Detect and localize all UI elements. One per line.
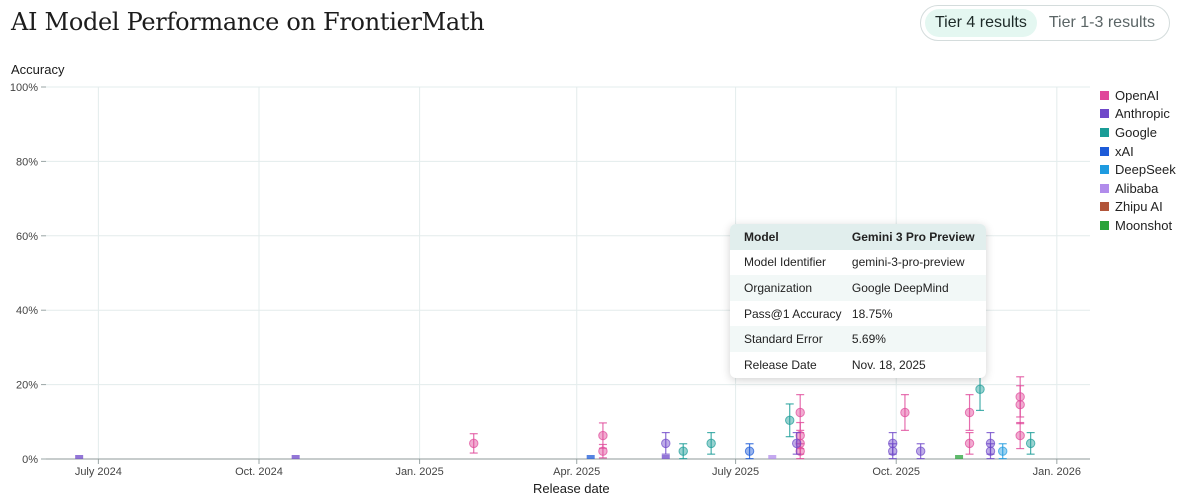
data-point-openai: [964, 407, 975, 418]
data-point-google: [678, 446, 688, 456]
legend-swatch-moonshot: [1100, 220, 1109, 230]
legend-item-xai[interactable]: xAI: [1100, 142, 1176, 161]
data-point-openai: [795, 407, 805, 418]
y-tick-label: 20%: [16, 380, 38, 392]
legend-item-openai[interactable]: OpenAI: [1100, 86, 1176, 105]
data-point-google: [1025, 438, 1036, 449]
tooltip-label: Model: [744, 229, 779, 244]
legend-item-google[interactable]: Google: [1100, 123, 1176, 142]
x-tick-label: Apr. 2025: [553, 466, 600, 478]
legend-label: Alibaba: [1115, 180, 1159, 196]
legend-label: Zhipu AI: [1115, 199, 1163, 215]
legend-label: OpenAI: [1115, 87, 1160, 103]
x-tick-label: Oct. 2025: [872, 466, 920, 478]
data-point-anthropic: [915, 446, 926, 456]
tooltip-label: Organization: [744, 280, 813, 295]
legend-label: Anthropic: [1115, 106, 1170, 122]
data-point-openai: [598, 430, 608, 441]
legend-swatch-zhipu-ai: [1100, 202, 1109, 212]
data-point-anthropic: [661, 455, 670, 459]
data-point-deepseek: [998, 446, 1008, 456]
tooltip-header-row: Model Gemini 3 Pro Preview: [730, 224, 986, 250]
x-axis-title: Release date: [533, 481, 610, 496]
chart-legend: OpenAI Anthropic Google xAI DeepSeek Ali…: [1100, 86, 1176, 235]
legend-label: Moonshot: [1115, 217, 1173, 233]
tooltip-row: Pass@1 Accuracy 18.75%: [730, 301, 986, 327]
legend-swatch-anthropic: [1100, 109, 1109, 119]
legend-item-deepseek[interactable]: DeepSeek: [1100, 160, 1176, 179]
data-point-openai: [964, 438, 975, 449]
y-tick-label: 40%: [16, 305, 38, 317]
legend-label: DeepSeek: [1115, 162, 1176, 178]
data-point-moonshot: [955, 455, 964, 459]
tooltip-value: gemini-3-pro-preview: [851, 255, 965, 270]
tier-toggle: Tier 4 results Tier 1-3 results: [920, 5, 1170, 41]
x-tick-label: July 2025: [712, 466, 759, 478]
data-point-google: [975, 384, 985, 394]
legend-item-alibaba[interactable]: Alibaba: [1100, 179, 1176, 198]
legend-swatch-alibaba: [1100, 183, 1109, 193]
tooltip-label: Release Date: [744, 357, 817, 372]
legend-item-anthropic[interactable]: Anthropic: [1100, 105, 1176, 124]
tooltip-value: 18.75%: [851, 306, 893, 321]
y-tick-label: 100%: [10, 82, 38, 94]
tooltip-label: Model Identifier: [744, 255, 827, 270]
data-point-openai: [1015, 399, 1025, 410]
y-axis-title: Accuracy: [11, 62, 65, 77]
tooltip-value: Google DeepMind: [851, 280, 949, 295]
tooltip-row: Release Date Nov. 18, 2025: [730, 352, 986, 378]
tooltip-value: Nov. 18, 2025: [851, 357, 926, 372]
tooltip-row: Organization Google DeepMind: [730, 275, 986, 301]
legend-item-moonshot[interactable]: Moonshot: [1100, 216, 1176, 235]
tier-4-results-button[interactable]: Tier 4 results: [925, 9, 1037, 37]
data-point-google: [706, 438, 716, 449]
legend-swatch-xai: [1100, 146, 1109, 156]
data-point-anthropic: [661, 438, 671, 449]
x-tick-label: July 2024: [75, 466, 122, 478]
data-point-anthropic: [75, 455, 84, 459]
tooltip-value: Gemini 3 Pro Preview: [851, 229, 975, 244]
legend-item-zhipu-ai[interactable]: Zhipu AI: [1100, 198, 1176, 217]
data-point-openai: [1015, 430, 1025, 441]
data-point-anthropic: [291, 455, 300, 459]
tooltip-row: Model Identifier gemini-3-pro-preview: [730, 250, 986, 276]
x-tick-label: Oct. 2024: [235, 466, 283, 478]
tooltip-label: Standard Error: [744, 332, 823, 347]
data-point-anthropic: [985, 446, 996, 456]
y-tick-label: 80%: [16, 156, 38, 168]
tooltip-value: 5.69%: [851, 332, 886, 347]
data-point-xai: [586, 455, 595, 459]
legend-label: Google: [1115, 124, 1157, 140]
data-point-xai: [744, 446, 755, 456]
model-tooltip: Model Gemini 3 Pro Preview Model Identif…: [730, 224, 986, 378]
legend-label: xAI: [1115, 143, 1134, 159]
legend-swatch-google: [1100, 127, 1109, 137]
x-tick-label: Jan. 2026: [1033, 466, 1081, 478]
x-tick-label: Jan. 2025: [395, 466, 443, 478]
data-point-openai: [900, 407, 910, 418]
legend-swatch-openai: [1100, 90, 1109, 100]
tooltip-label: Pass@1 Accuracy: [744, 306, 842, 321]
page-title: AI Model Performance on FrontierMath: [11, 8, 485, 36]
data-point-openai: [469, 438, 479, 449]
tier-1-3-results-button[interactable]: Tier 1-3 results: [1039, 9, 1165, 37]
data-point-alibaba: [768, 455, 777, 459]
legend-swatch-deepseek: [1100, 165, 1109, 175]
data-point-google: [785, 415, 795, 426]
y-tick-label: 0%: [22, 454, 38, 466]
data-point-anthropic: [792, 438, 802, 449]
tooltip-row: Standard Error 5.69%: [730, 326, 986, 352]
data-point-anthropic: [888, 446, 898, 456]
y-tick-label: 60%: [16, 231, 38, 243]
data-point-openai: [795, 446, 805, 456]
